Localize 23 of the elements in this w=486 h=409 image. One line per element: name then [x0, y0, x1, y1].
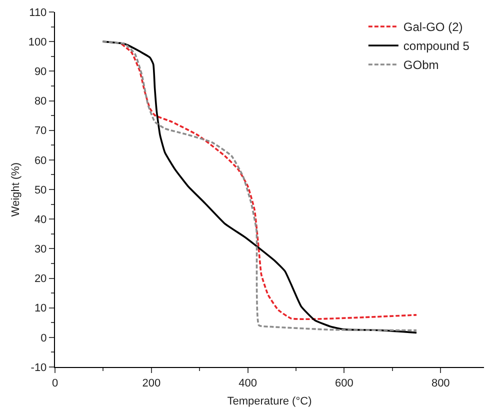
y-tick-label: 40 [34, 214, 47, 226]
y-tick-label: 0 [40, 332, 47, 344]
x-tick-label: 600 [335, 377, 354, 390]
x-tick-label: 800 [431, 377, 450, 390]
y-tick-label: -10 [30, 362, 47, 374]
x-tick-label: 200 [142, 377, 161, 390]
y-tick-label: 50 [34, 184, 47, 196]
y-tick-label: 110 [29, 6, 47, 19]
y-tick-label: 80 [34, 96, 47, 108]
y-tick-label: 60 [34, 154, 47, 167]
y-axis-title: Weight (%) [10, 162, 22, 217]
y-tick-label: 70 [34, 125, 47, 138]
y-tick-label: 90 [34, 66, 47, 78]
legend-label: GObm [403, 58, 439, 72]
y-tick-label: 30 [34, 244, 47, 256]
legend-label: Gal-GO (2) [403, 20, 463, 34]
y-tick-label: 100 [28, 36, 47, 48]
x-tick-label: 400 [238, 377, 257, 390]
x-tick-label: 0 [52, 377, 58, 390]
y-tick-label: 20 [34, 273, 47, 286]
y-tick-label: 10 [34, 302, 47, 315]
x-axis-title: Temperature (°C) [227, 396, 312, 408]
legend-label: compound 5 [403, 39, 470, 54]
